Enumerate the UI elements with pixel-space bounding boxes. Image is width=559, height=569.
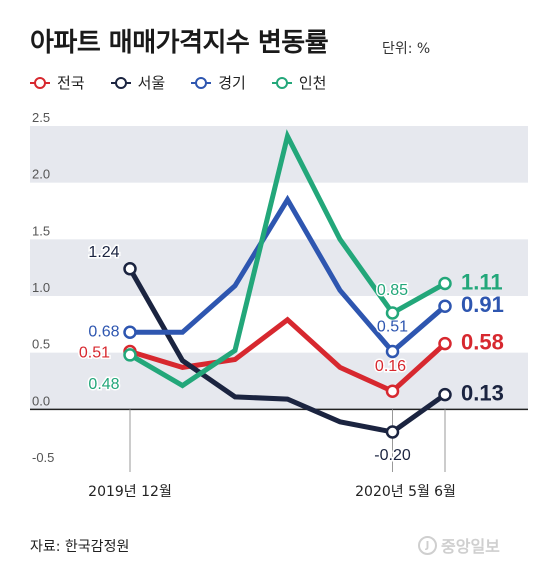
data-label-incheon: 0.48 (88, 376, 119, 393)
legend-swatch-incheon (271, 76, 292, 89)
data-point-incheon (123, 348, 137, 362)
legend-item-gyeonggi: 경기 (191, 72, 246, 93)
y-tick-label: -0.5 (32, 450, 54, 465)
legend-swatch-seoul (110, 76, 131, 89)
data-point-gyeonggi (385, 344, 400, 359)
chart-title: 아파트 매매가격지수 변동률 (30, 28, 329, 58)
data-label-national: 0.58 (461, 330, 504, 355)
data-point-incheon (438, 276, 452, 291)
data-point-gyeonggi (123, 325, 137, 340)
data-point-national (385, 384, 400, 398)
y-tick-label: 2.5 (32, 110, 50, 125)
y-tick-label: 1.5 (32, 223, 50, 238)
data-label-seoul: 0.13 (461, 381, 504, 406)
data-label-incheon: 0.85 (377, 282, 408, 299)
data-point-gyeonggi (438, 299, 452, 313)
data-label-national: 0.16 (375, 358, 406, 375)
data-label-national: 0.51 (79, 345, 110, 362)
y-tick-label: 1.0 (32, 280, 50, 295)
x-tick-label: 2020년 5월 (355, 484, 430, 500)
data-label-gyeonggi: 0.51 (377, 319, 408, 336)
legend-item-national: 전국 (30, 72, 85, 93)
legend-label-seoul: 서울 (137, 74, 166, 92)
data-label-incheon: 1.11 (461, 270, 503, 295)
watermark-logo-icon: J (418, 535, 437, 555)
watermark: J 중앙일보 (418, 533, 500, 557)
data-point-seoul (123, 262, 137, 276)
x-tick-label: 6월 (434, 484, 456, 500)
data-label-seoul: 1.24 (88, 244, 119, 261)
legend-label-incheon: 인천 (298, 74, 327, 92)
data-point-national (438, 336, 452, 351)
data-point-seoul (438, 387, 452, 402)
data-point-incheon (385, 306, 400, 320)
unit-label: 단위: % (382, 41, 431, 57)
legend-item-incheon: 인천 (271, 72, 327, 93)
legend-label-gyeonggi: 경기 (218, 74, 246, 92)
legend-item-seoul: 서울 (110, 72, 166, 93)
data-point-seoul (385, 425, 400, 439)
legend-label-national: 전국 (57, 74, 85, 92)
data-label-gyeonggi: 0.68 (88, 323, 119, 340)
data-label-gyeonggi: 0.91 (461, 292, 504, 317)
y-tick-label: 0.0 (32, 393, 50, 408)
legend-swatch-gyeonggi (191, 76, 212, 89)
legend: 전국 서울 경기 인천 (30, 72, 326, 93)
watermark-text: 중앙일보 (441, 537, 500, 556)
data-label-seoul: -0.20 (374, 447, 411, 464)
x-tick-label: 2019년 12월 (88, 484, 172, 500)
y-tick-label: 2.0 (32, 167, 50, 182)
source-note: 자료: 한국감정원 (30, 539, 130, 555)
y-tick-label: 0.5 (32, 337, 50, 352)
legend-swatch-national (30, 76, 50, 89)
